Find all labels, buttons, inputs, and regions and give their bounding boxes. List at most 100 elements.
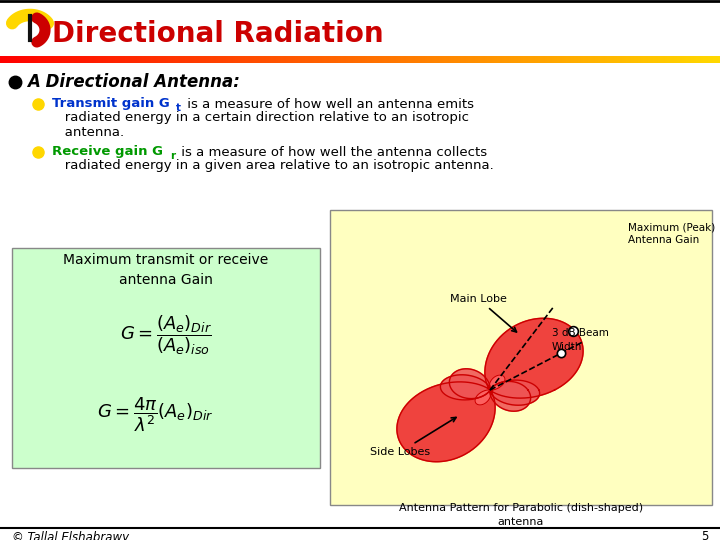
Bar bbox=[511, 56, 515, 63]
Bar bbox=[473, 56, 476, 63]
Bar bbox=[279, 56, 282, 63]
Bar bbox=[487, 56, 490, 63]
Bar bbox=[595, 56, 598, 63]
Bar bbox=[401, 56, 404, 63]
Bar bbox=[161, 56, 164, 63]
Bar bbox=[310, 56, 313, 63]
Bar bbox=[634, 56, 637, 63]
Bar bbox=[259, 56, 263, 63]
Bar bbox=[576, 56, 580, 63]
Bar bbox=[499, 56, 503, 63]
Bar bbox=[173, 56, 176, 63]
Bar bbox=[74, 56, 78, 63]
Bar bbox=[545, 56, 548, 63]
Bar bbox=[598, 56, 601, 63]
Bar bbox=[612, 56, 616, 63]
Bar bbox=[418, 56, 421, 63]
Bar bbox=[324, 56, 328, 63]
Bar bbox=[103, 56, 107, 63]
Text: is a measure of how well the antenna collects: is a measure of how well the antenna col… bbox=[177, 145, 487, 159]
Bar bbox=[434, 56, 438, 63]
Bar bbox=[405, 56, 409, 63]
Bar bbox=[693, 56, 697, 63]
Bar bbox=[574, 56, 577, 63]
Bar bbox=[531, 56, 534, 63]
Bar bbox=[432, 56, 436, 63]
Bar bbox=[504, 56, 508, 63]
Bar bbox=[333, 56, 337, 63]
Bar bbox=[540, 56, 544, 63]
Bar bbox=[225, 56, 229, 63]
Bar bbox=[60, 56, 63, 63]
Bar bbox=[204, 56, 207, 63]
Bar bbox=[127, 56, 130, 63]
Bar bbox=[413, 56, 416, 63]
Text: r: r bbox=[170, 151, 175, 161]
Bar bbox=[535, 56, 539, 63]
Bar bbox=[454, 56, 457, 63]
Bar bbox=[163, 56, 166, 63]
Bar bbox=[283, 56, 287, 63]
Bar bbox=[564, 56, 567, 63]
Bar bbox=[403, 56, 407, 63]
Text: Transmit gain G: Transmit gain G bbox=[52, 98, 170, 111]
Bar bbox=[348, 56, 351, 63]
Bar bbox=[495, 56, 498, 63]
Text: A Directional Antenna:: A Directional Antenna: bbox=[27, 73, 240, 91]
Bar bbox=[549, 56, 553, 63]
Bar bbox=[2, 56, 6, 63]
Bar bbox=[387, 56, 390, 63]
Bar bbox=[547, 56, 551, 63]
Bar bbox=[603, 56, 606, 63]
Bar bbox=[115, 56, 119, 63]
Bar bbox=[706, 56, 709, 63]
Bar bbox=[214, 56, 217, 63]
Bar bbox=[485, 56, 488, 63]
Bar bbox=[617, 56, 620, 63]
Polygon shape bbox=[397, 318, 583, 462]
Bar bbox=[446, 56, 450, 63]
Bar bbox=[36, 56, 40, 63]
Bar bbox=[250, 56, 253, 63]
Bar bbox=[682, 56, 685, 63]
Bar bbox=[384, 56, 387, 63]
Bar bbox=[230, 56, 234, 63]
Bar bbox=[5, 56, 8, 63]
Bar bbox=[211, 56, 215, 63]
Bar bbox=[367, 56, 371, 63]
Bar bbox=[24, 56, 27, 63]
Bar bbox=[588, 56, 591, 63]
Bar bbox=[533, 56, 536, 63]
Bar bbox=[569, 56, 572, 63]
Bar bbox=[441, 56, 445, 63]
Bar bbox=[330, 210, 712, 505]
Bar bbox=[233, 56, 236, 63]
Bar bbox=[89, 56, 92, 63]
Text: t: t bbox=[176, 103, 181, 113]
Bar bbox=[466, 56, 469, 63]
Bar bbox=[31, 56, 35, 63]
Bar bbox=[459, 56, 462, 63]
Bar bbox=[257, 56, 260, 63]
Bar bbox=[243, 56, 246, 63]
Bar bbox=[516, 56, 519, 63]
Bar bbox=[643, 56, 647, 63]
Bar bbox=[394, 56, 397, 63]
Bar bbox=[192, 56, 195, 63]
Bar bbox=[153, 56, 157, 63]
Bar bbox=[626, 56, 630, 63]
Bar bbox=[528, 56, 531, 63]
Bar bbox=[45, 56, 49, 63]
Bar bbox=[117, 56, 121, 63]
Bar bbox=[207, 56, 210, 63]
Bar bbox=[156, 56, 159, 63]
Bar bbox=[670, 56, 673, 63]
Bar bbox=[14, 56, 18, 63]
Polygon shape bbox=[449, 369, 531, 411]
Bar bbox=[590, 56, 594, 63]
Text: Side Lobes: Side Lobes bbox=[370, 417, 456, 457]
Bar bbox=[221, 56, 224, 63]
Bar bbox=[338, 56, 342, 63]
Bar bbox=[199, 56, 202, 63]
Bar bbox=[326, 56, 330, 63]
